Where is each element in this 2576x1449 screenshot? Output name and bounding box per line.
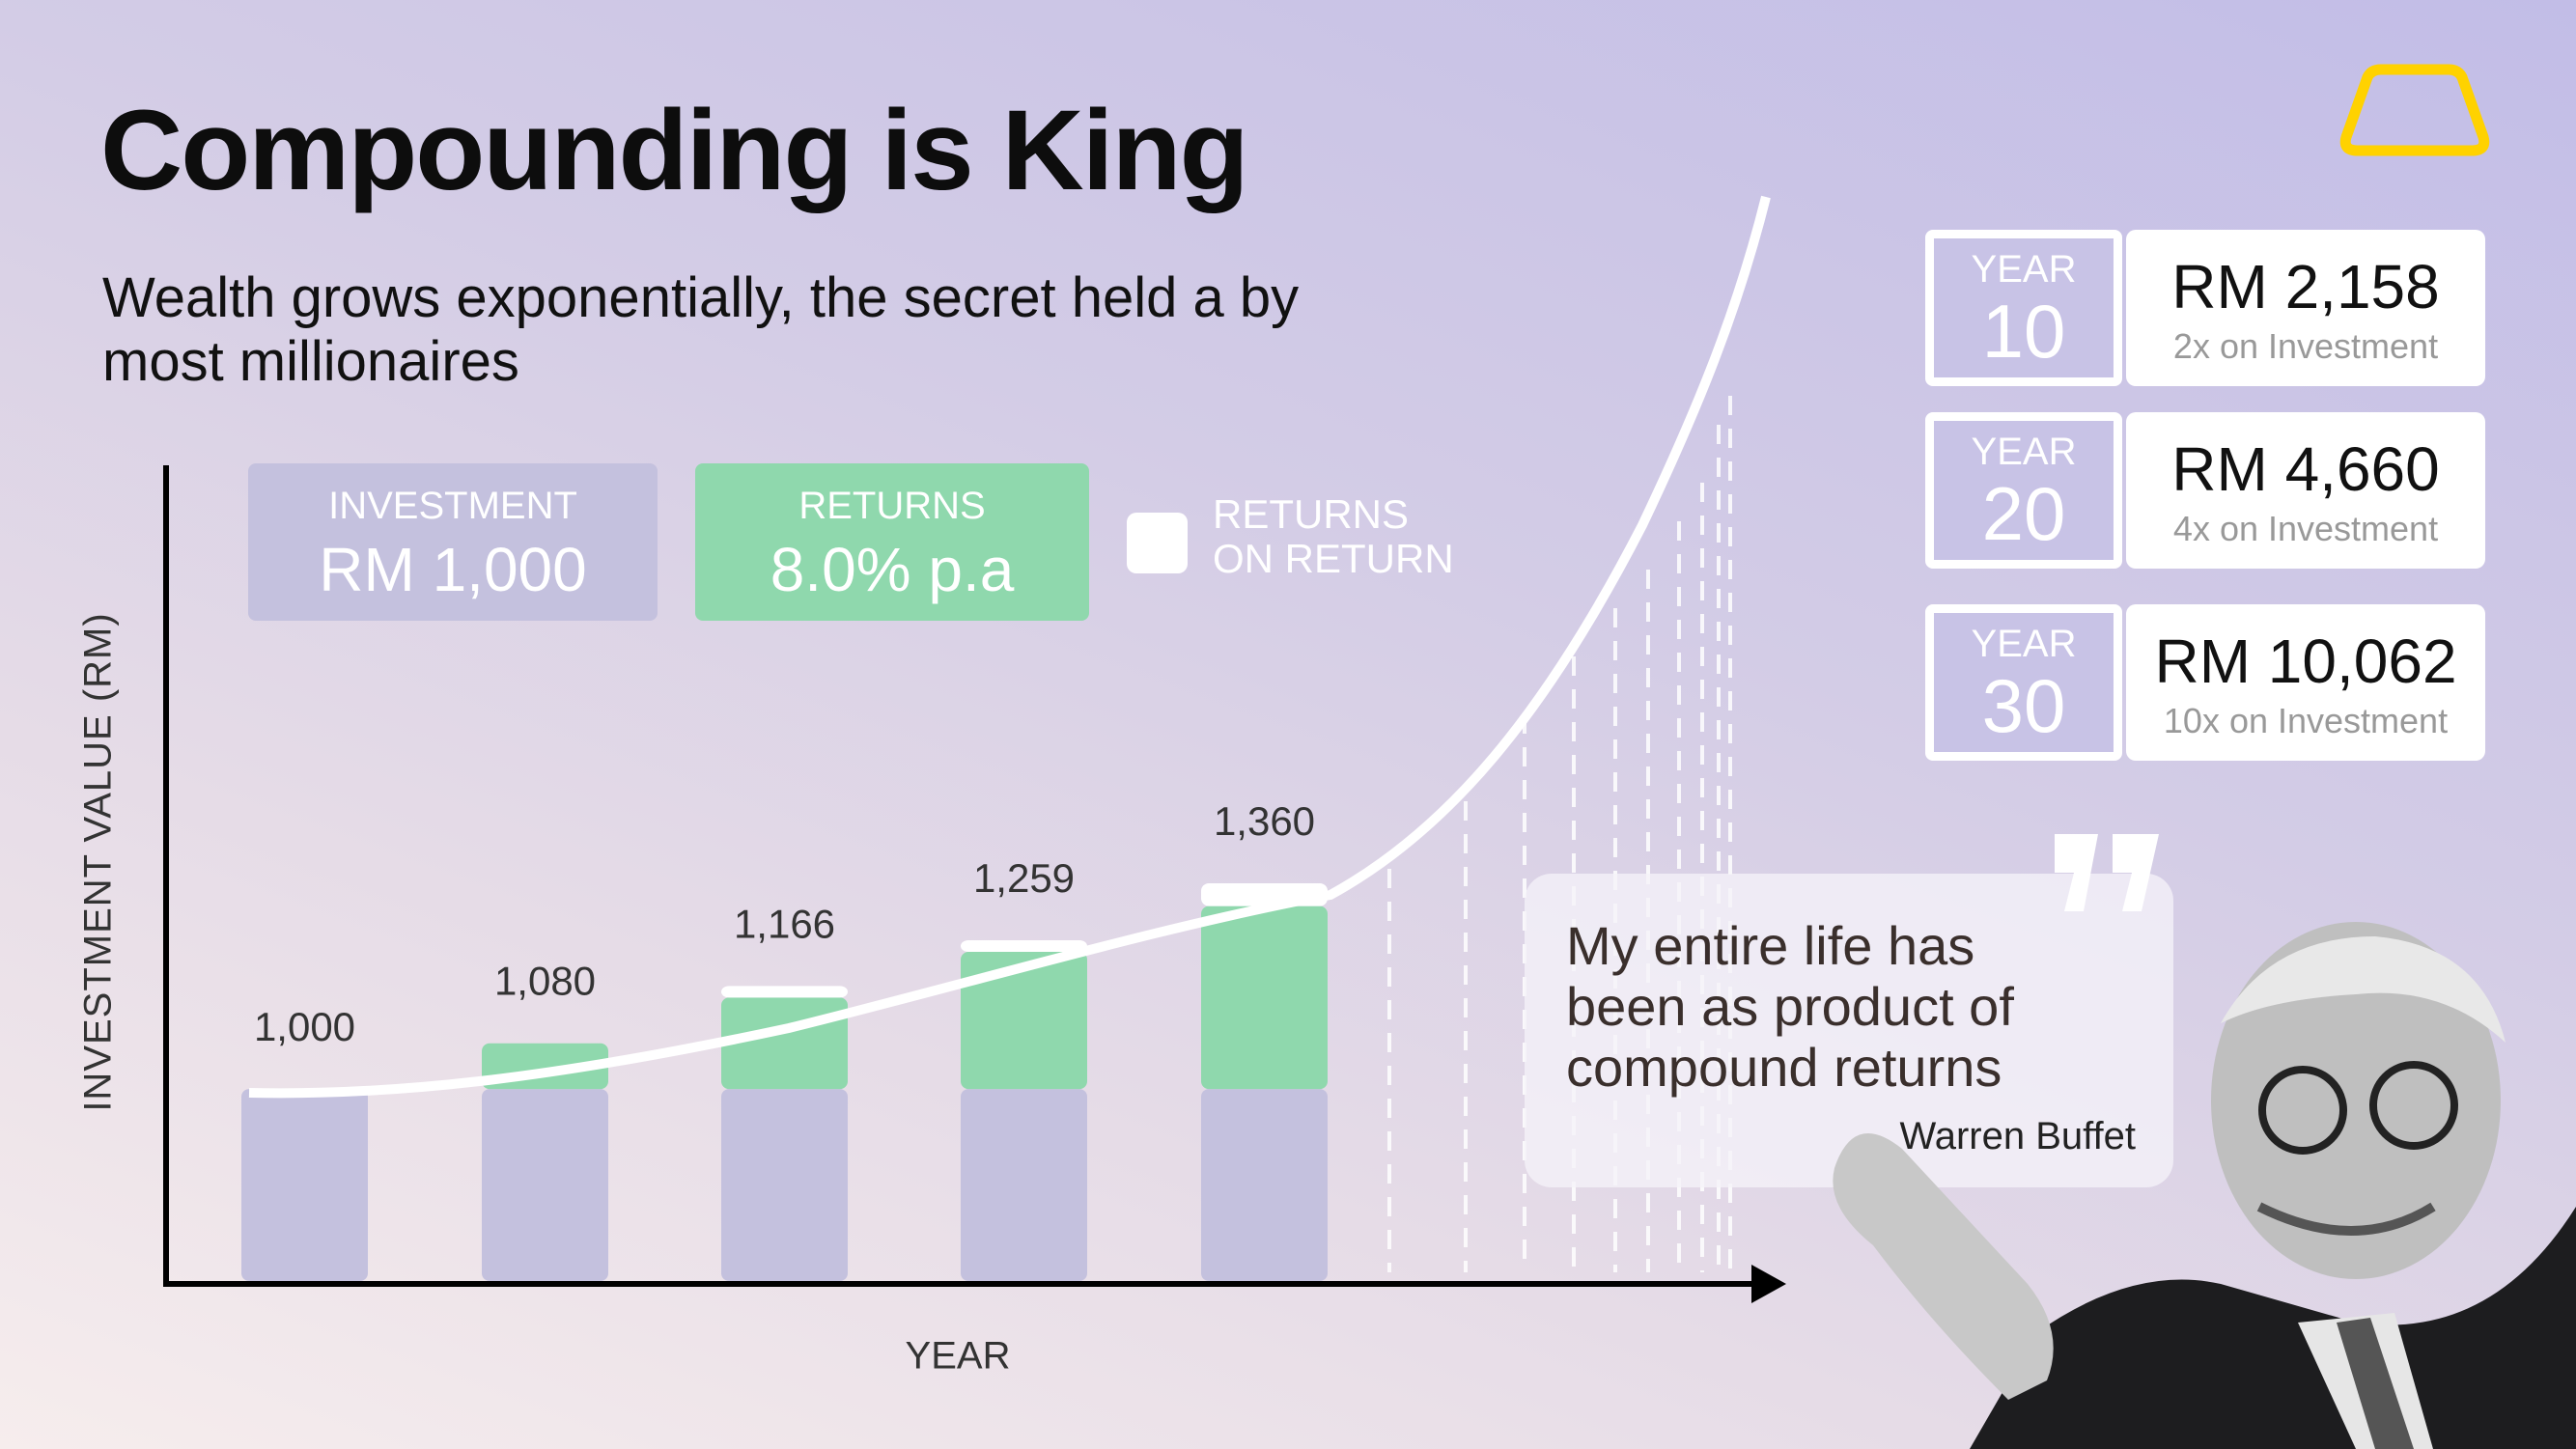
legend-swatch-returns-on-return	[1127, 513, 1188, 573]
returns-label: RETURNS	[798, 485, 986, 527]
bar-segment-returns-on-return	[961, 940, 1087, 953]
year-label: YEAR	[1971, 248, 2077, 291]
milestone-value-box: RM 10,062 10x on Investment	[2126, 604, 2485, 761]
portrait-photo	[1833, 922, 2576, 1449]
year-label: YEAR	[1971, 623, 2077, 665]
bar-segment-returns-on-return	[721, 986, 848, 998]
year-number: 20	[1981, 471, 2066, 556]
milestone-amount: RM 2,158	[2171, 252, 2440, 321]
milestone-value-box: RM 2,158 2x on Investment	[2126, 230, 2485, 386]
page-title: Compounding is King	[100, 87, 1249, 214]
milestone-amount: RM 10,062	[2154, 627, 2457, 696]
milestone-year-box: YEAR 10	[1925, 230, 2122, 386]
milestone-year-box: YEAR 20	[1925, 412, 2122, 569]
year-number: 10	[1981, 289, 2066, 374]
milestone-multiple: 2x on Investment	[2172, 326, 2439, 366]
milestone-amount: RM 4,660	[2171, 434, 2440, 504]
gold-bar-outline-icon	[2339, 64, 2490, 156]
quote-author: Warren Buffet	[1899, 1115, 2136, 1157]
legend-label: RETURNS ON RETURN	[1213, 491, 1454, 581]
y-axis-label: INVESTMENT VALUE (RM)	[76, 612, 120, 1112]
bar-segment-investment	[1201, 1089, 1328, 1281]
bar-segment-investment	[241, 1089, 368, 1281]
bar-value-label: 1,360	[1214, 798, 1315, 844]
returns-box: RETURNS 8.0% p.a	[695, 463, 1089, 621]
milestone-year-box: YEAR 30	[1925, 604, 2122, 761]
bar-segment-returns	[1201, 906, 1328, 1090]
bar-value-label: 1,259	[973, 855, 1075, 901]
x-axis-label: YEAR	[905, 1334, 1011, 1378]
investment-value: RM 1,000	[319, 535, 587, 604]
bar-value-label: 1,000	[254, 1004, 355, 1049]
bar-value-label: 1,080	[494, 959, 596, 1004]
year-number: 30	[1981, 663, 2066, 748]
returns-value: 8.0% p.a	[770, 535, 1015, 604]
bar-segment-investment	[961, 1089, 1087, 1281]
year-label: YEAR	[1971, 431, 2077, 473]
investment-label: INVESTMENT	[328, 485, 577, 527]
page-subtitle: Wealth grows exponentially, the secret h…	[102, 266, 1300, 393]
quote-text: My entire life has been as product of co…	[1566, 915, 2014, 1098]
bar-segment-investment	[482, 1089, 608, 1281]
bar-segment-returns	[961, 952, 1087, 1090]
x-axis-arrow-icon	[1751, 1265, 1786, 1303]
milestone-value-box: RM 4,660 4x on Investment	[2126, 412, 2485, 569]
milestone-multiple: 4x on Investment	[2172, 509, 2439, 548]
quote-box	[1525, 874, 2173, 1187]
investment-box: INVESTMENT RM 1,000	[248, 463, 658, 621]
bar-segment-investment	[721, 1089, 848, 1281]
compound-curve	[248, 195, 1771, 1099]
milestone-multiple: 10x on Investment	[2163, 701, 2449, 740]
bar-value-label: 1,166	[734, 901, 835, 946]
bar-segment-returns	[721, 997, 848, 1090]
quote-mark-icon	[2055, 834, 2159, 911]
